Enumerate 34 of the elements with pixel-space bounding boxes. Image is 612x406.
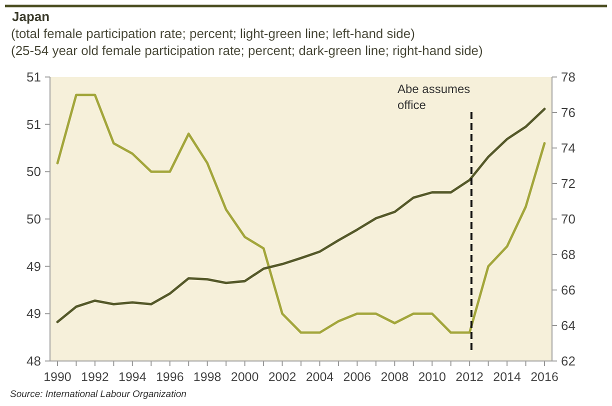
y-tick-label: 51 (26, 116, 41, 132)
x-tick-label: 1998 (193, 370, 222, 384)
x-tick-label: 2010 (418, 370, 446, 384)
chart-subtitle: (total female participation rate; percent; light-green line; left-hand side) (25-54 year old female participation rate; percent; dark-green line; right-hand side) (11, 26, 483, 58)
source-note: Source: International Labour Organization (10, 389, 186, 400)
chart-title: Japan (12, 9, 50, 24)
x-tick-label: 1994 (118, 370, 146, 384)
y2-tick-label: 78 (561, 70, 576, 85)
ref-line-label: Abe assumes office (397, 82, 470, 112)
y-tick-label: 50 (26, 164, 41, 180)
x-tick-label: 2006 (343, 370, 372, 384)
x-tick-label: 2000 (230, 370, 259, 384)
y-tick-label: 49 (26, 306, 41, 322)
y-tick-label: 51 (26, 70, 41, 85)
y2-tick-label: 74 (561, 140, 576, 156)
x-tick-label: 2016 (530, 370, 558, 384)
y2-tick-label: 62 (561, 354, 576, 369)
x-tick-label: 2002 (268, 370, 296, 384)
x-tick-label: 2012 (456, 370, 484, 384)
y2-tick-label: 72 (561, 176, 576, 192)
y2-tick-label: 64 (561, 318, 576, 334)
y-tick-label: 50 (26, 212, 41, 227)
x-tick-label: 1990 (44, 370, 72, 384)
y-tick-label: 49 (26, 258, 41, 274)
x-tick-label: 2014 (493, 370, 521, 384)
y-tick-label: 48 (26, 354, 41, 369)
x-tick-label: 1992 (81, 370, 109, 384)
y2-tick-label: 70 (561, 212, 576, 227)
x-tick-label: 2004 (306, 370, 334, 384)
x-tick-label: 2008 (380, 370, 409, 384)
y2-tick-label: 68 (561, 247, 576, 262)
x-tick-label: 1996 (156, 370, 184, 384)
y2-tick-label: 76 (561, 105, 576, 120)
y2-tick-label: 66 (561, 282, 576, 298)
